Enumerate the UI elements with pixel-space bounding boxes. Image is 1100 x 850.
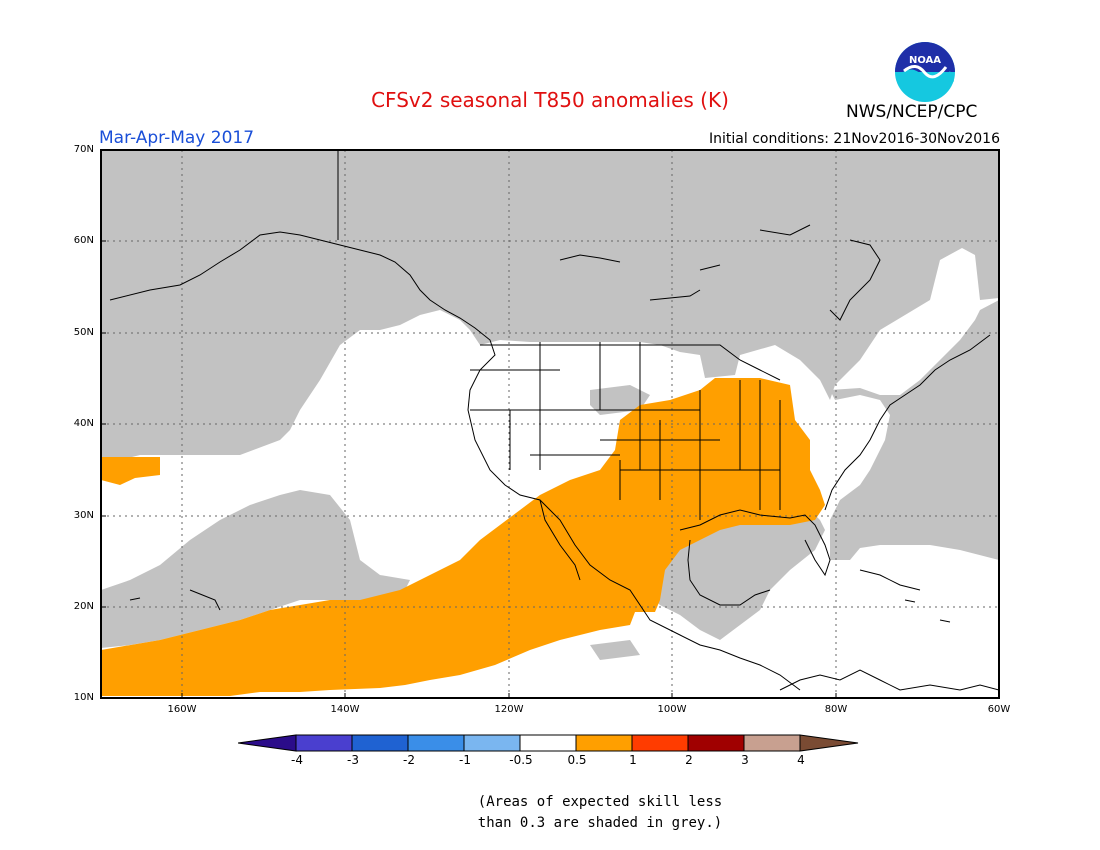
colorbar-swatch [295,734,353,752]
colorbar-label: 2 [685,753,693,767]
colorbar-swatch [799,734,859,752]
warm-anomaly-shading [101,378,825,696]
colorbar-label: -2 [403,753,415,767]
logo-text: NOAA [909,55,941,66]
lat-label-20n: 20N [73,601,94,612]
lat-label-30n: 30N [73,510,94,521]
lon-label-60w: 60W [987,704,1011,715]
colorbar-label: -0.5 [509,753,533,767]
skill-note-line-1: (Areas of expected skill less [477,794,723,810]
colorbar-swatch [575,734,633,752]
skill-note-line-2: than 0.3 are shaded in grey.) [477,815,723,831]
lat-label-10n: 10N [73,692,94,703]
agency-label: NWS/NCEP/CPC [846,102,978,122]
colorbar-label: -1 [459,753,471,767]
lat-label-50n: 50N [73,327,94,338]
axis-ticks [101,149,1000,699]
lon-label-140w: 140W [330,704,360,715]
colorbar-swatch [351,734,409,752]
colorbar-swatch [519,734,577,752]
lon-label-120w: 120W [494,704,524,715]
map-title: CFSv2 seasonal T850 anomalies (K) [371,88,729,112]
colorbar [238,734,859,752]
lat-label-60n: 60N [73,235,94,246]
lat-label-40n: 40N [73,418,94,429]
colorbar-label: -4 [291,753,303,767]
graticule [101,150,999,698]
colorbar-label: 4 [797,753,805,767]
noaa-logo: NOAA [895,42,955,102]
season-label: Mar-Apr-May 2017 [99,128,255,148]
colorbar-label: 1 [629,753,637,767]
colorbar-swatch [238,734,297,752]
lat-label-70n: 70N [73,144,94,155]
lon-label-100w: 100W [657,704,687,715]
colorbar-swatch [407,734,465,752]
colorbar-label: 0.5 [567,753,587,767]
colorbar-label: 3 [741,753,749,767]
lon-label-80w: 80W [824,704,848,715]
colorbar-label: -3 [347,753,359,767]
coastlines [109,150,999,691]
colorbar-swatch [463,734,521,752]
lon-label-160w: 160W [167,704,197,715]
colorbar-swatch [743,734,801,752]
colorbar-swatch [631,734,689,752]
colorbar-swatch [687,734,745,752]
initial-conditions-label: Initial conditions: 21Nov2016-30Nov2016 [709,131,1000,147]
skill-note: (Areas of expected skill less than 0.3 a… [400,792,800,834]
